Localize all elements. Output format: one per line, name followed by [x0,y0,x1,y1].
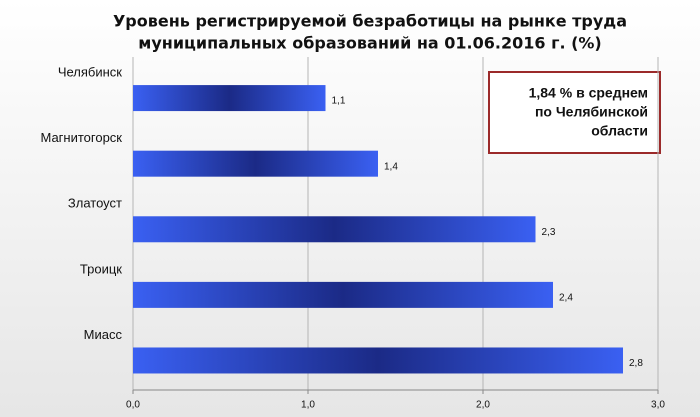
category-label: Магнитогорск [40,130,122,145]
x-tick-label: 0,0 [126,400,140,411]
annotation: по Челябинской [535,104,648,120]
value-label: 1,4 [384,161,398,172]
x-tick-label: 2,0 [476,400,490,411]
chart-title: Уровень регистрируемой безработицы на ры… [113,12,627,31]
value-label: 2,3 [542,227,556,238]
annotation-box [488,71,661,154]
category-label: Златоуст [68,196,122,211]
annotation: области [591,123,648,139]
bar [133,216,536,243]
value-label: 2,4 [559,293,573,304]
category-label: Челябинск [58,65,122,80]
x-tick-label: 1,0 [301,400,315,411]
value-label: 1,1 [332,96,346,107]
annotation: 1,84 % в среднем [529,85,648,101]
bar [133,281,553,308]
value-label: 2,8 [629,358,643,369]
bar [133,347,623,374]
category-label: Миасс [84,327,123,342]
bar [133,150,378,177]
x-tick-label: 3,0 [651,400,665,411]
category-label: Троицк [80,261,122,276]
chart-title: муниципальных образований на 01.06.2016 … [138,34,602,53]
bar [133,85,326,112]
